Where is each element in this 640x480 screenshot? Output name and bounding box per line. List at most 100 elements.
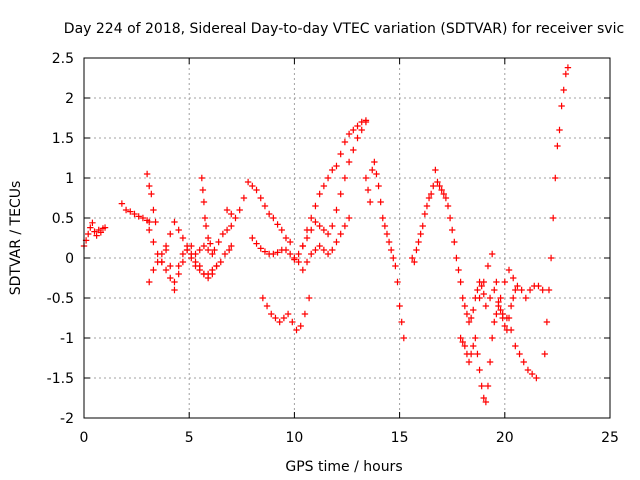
data-point [486, 294, 494, 302]
data-point [131, 210, 138, 218]
data-point [461, 302, 469, 310]
data-point [301, 310, 309, 318]
data-point [127, 208, 134, 215]
data-point [146, 278, 153, 286]
data-point [171, 278, 178, 286]
data-point [312, 202, 319, 210]
y-tick-label: 2.5 [52, 51, 74, 67]
data-point [282, 234, 290, 242]
data-point [495, 298, 502, 306]
data-point [358, 126, 365, 134]
series-seg3 [143, 170, 159, 226]
series-seg10 [249, 118, 370, 263]
data-point [209, 250, 216, 258]
data-point [249, 182, 256, 190]
data-point [150, 266, 157, 274]
x-tick-label: 20 [496, 430, 514, 446]
data-point [219, 230, 227, 238]
data-point [135, 213, 142, 220]
data-point [474, 286, 481, 294]
data-point [507, 326, 515, 334]
data-point [501, 322, 508, 330]
data-point [209, 270, 216, 278]
data-point [409, 254, 416, 262]
data-point [503, 314, 511, 322]
data-point [91, 228, 98, 235]
data-point [539, 286, 546, 294]
data-point [463, 310, 471, 318]
data-point [491, 318, 498, 326]
data-point [423, 202, 431, 210]
data-point [341, 174, 349, 182]
data-point [324, 230, 332, 238]
data-point [512, 286, 519, 294]
series-seg5 [146, 242, 224, 286]
data-point [545, 286, 553, 294]
series-seg16 [476, 250, 546, 302]
x-tick-label: 15 [391, 430, 409, 446]
data-point [253, 240, 260, 247]
data-point [533, 374, 540, 382]
data-point [192, 250, 199, 258]
series-seg11 [299, 214, 353, 274]
data-point [419, 222, 426, 230]
data-point [171, 218, 178, 226]
data-point [240, 194, 248, 202]
data-point [436, 182, 443, 190]
data-point [87, 224, 94, 231]
data-point [497, 294, 504, 302]
data-point [392, 262, 399, 270]
data-point [183, 246, 191, 254]
series-seg15 [457, 286, 519, 406]
data-point [139, 214, 147, 222]
data-point [272, 314, 279, 322]
data-point [400, 334, 408, 342]
series-seg7 [198, 174, 235, 254]
data-point [263, 302, 271, 310]
data-point [337, 150, 344, 158]
data-point [493, 310, 500, 318]
data-point [362, 174, 370, 182]
data-point [244, 178, 252, 186]
data-point [162, 242, 170, 250]
data-point [427, 190, 435, 198]
data-point [507, 302, 515, 310]
data-point [526, 286, 534, 294]
data-point [152, 218, 159, 226]
data-point [179, 250, 187, 258]
x-tick-label: 10 [285, 430, 303, 446]
data-point [415, 238, 422, 246]
data-point [158, 258, 166, 266]
data-point [228, 242, 235, 250]
data-point [518, 286, 525, 294]
data-point [373, 170, 380, 178]
data-point [228, 222, 235, 230]
data-point [398, 318, 405, 326]
data-point [514, 282, 521, 290]
y-tick-label: -2 [60, 411, 74, 427]
data-point [329, 246, 336, 254]
data-point [488, 250, 496, 258]
chart-title: Day 224 of 2018, Sidereal Day-to-day VTE… [64, 21, 624, 37]
data-point [150, 206, 157, 214]
data-point [394, 278, 401, 286]
data-point [207, 240, 214, 247]
data-point [417, 230, 424, 238]
y-tick-label: 1.5 [52, 131, 74, 147]
data-point [196, 246, 203, 254]
data-point [217, 258, 224, 266]
data-point [270, 250, 277, 258]
data-point [150, 238, 157, 246]
data-point [499, 310, 506, 318]
data-point [535, 282, 542, 290]
data-point [93, 232, 100, 239]
data-point [299, 266, 307, 274]
grid [84, 58, 610, 418]
data-point [261, 248, 269, 255]
data-point [528, 370, 536, 378]
series-seg1 [80, 219, 109, 250]
series-seg14 [409, 166, 487, 326]
data-point [390, 254, 397, 262]
data-point [547, 254, 555, 262]
